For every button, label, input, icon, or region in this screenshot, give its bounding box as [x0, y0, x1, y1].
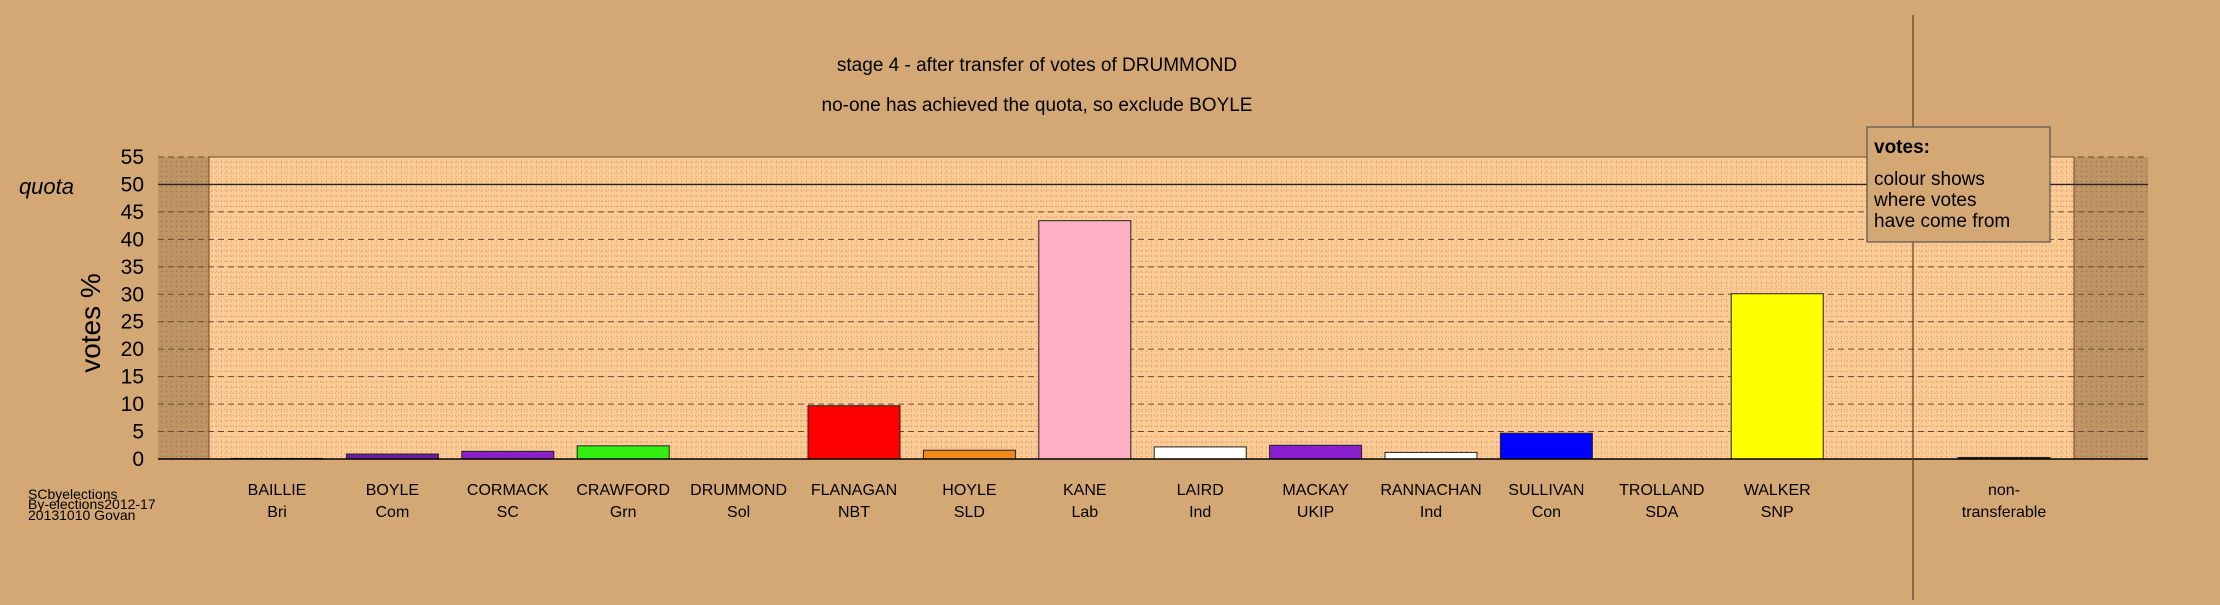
plot-shade-left	[158, 157, 209, 459]
bar-kane	[1038, 220, 1132, 460]
bar-laird	[1153, 446, 1247, 460]
plot-shade-right	[2074, 157, 2148, 459]
category-label-trolland: TROLLAND	[1619, 482, 1704, 499]
y-tick-label: 55	[121, 146, 144, 169]
bar-rannachan	[1384, 451, 1478, 460]
category-label-nontransferable: non-	[1988, 482, 2020, 499]
bar-walker	[1730, 293, 1824, 460]
y-axis-label: votes %	[75, 273, 106, 373]
footer-line: 20131010 Govan	[28, 507, 135, 523]
party-label-baillie: Bri	[267, 504, 287, 521]
legend-title: votes:	[1874, 137, 1930, 158]
y-tick-label: 5	[132, 421, 144, 444]
bar-sullivan	[1499, 432, 1593, 460]
category-label-rannachan: RANNACHAN	[1380, 482, 1481, 499]
bar-mackay	[1269, 444, 1363, 460]
bar-hoyle	[922, 449, 1016, 460]
y-tick-label: 30	[121, 283, 144, 306]
category-label-nontransferable: transferable	[1962, 504, 2047, 521]
y-tick-label: 10	[121, 393, 144, 416]
y-tick-label: 25	[121, 311, 144, 334]
category-label-boyle: BOYLE	[366, 482, 419, 499]
category-label-laird: LAIRD	[1177, 482, 1224, 499]
y-tick-label: 35	[121, 256, 144, 279]
party-label-laird: Ind	[1189, 504, 1211, 521]
category-label-hoyle: HOYLE	[942, 482, 996, 499]
party-label-kane: Lab	[1071, 504, 1098, 521]
footer-line: SCbyelections	[28, 486, 118, 502]
party-label-walker: SNP	[1761, 504, 1794, 521]
legend-line: have come from	[1874, 211, 2010, 232]
legend-line: colour shows	[1874, 169, 1985, 190]
footer-line: By-elections2012-17	[28, 496, 156, 512]
quota-label: quota	[19, 174, 74, 199]
party-label-rannachan: Ind	[1420, 504, 1442, 521]
y-tick-label: 0	[132, 448, 144, 471]
category-label-baillie: BAILLIE	[248, 482, 307, 499]
y-tick-label: 20	[121, 338, 144, 361]
legend-box	[1866, 126, 2051, 243]
party-label-flanagan: NBT	[838, 504, 870, 521]
y-tick-label: 50	[121, 173, 144, 196]
category-label-drummond: DRUMMOND	[690, 482, 787, 499]
category-label-walker: WALKER	[1744, 482, 1811, 499]
legend: votes: colour shows where votes have com…	[1866, 126, 2051, 243]
bar-flanagan	[807, 405, 901, 460]
party-label-mackay: UKIP	[1297, 504, 1334, 521]
party-label-hoyle: SLD	[954, 504, 985, 521]
party-label-sullivan: Con	[1532, 504, 1561, 521]
category-label-sullivan: SULLIVAN	[1508, 482, 1584, 499]
y-tick-label: 40	[121, 228, 144, 251]
legend-line: where votes	[1873, 190, 1976, 211]
party-label-drummond: Sol	[727, 504, 750, 521]
category-label-cormack: CORMACK	[467, 482, 549, 499]
party-label-cormack: SC	[497, 504, 519, 521]
party-label-boyle: Com	[376, 504, 410, 521]
y-tick-label: 15	[121, 366, 144, 389]
category-label-mackay: MACKAY	[1282, 482, 1349, 499]
bar-cormack	[461, 450, 555, 460]
chart-subtitle: no-one has achieved the quota, so exclud…	[822, 95, 1253, 116]
party-label-crawford: Grn	[610, 504, 637, 521]
bar-crawford	[576, 445, 670, 460]
footer: SCbyelections By-elections2012-17 201310…	[28, 486, 156, 523]
party-label-trolland: SDA	[1645, 504, 1678, 521]
y-tick-label: 45	[121, 201, 144, 224]
chart-title: stage 4 - after transfer of votes of DRU…	[837, 55, 1237, 76]
category-label-crawford: CRAWFORD	[576, 482, 670, 499]
category-label-flanagan: FLANAGAN	[811, 482, 897, 499]
category-label-kane: KANE	[1063, 482, 1107, 499]
